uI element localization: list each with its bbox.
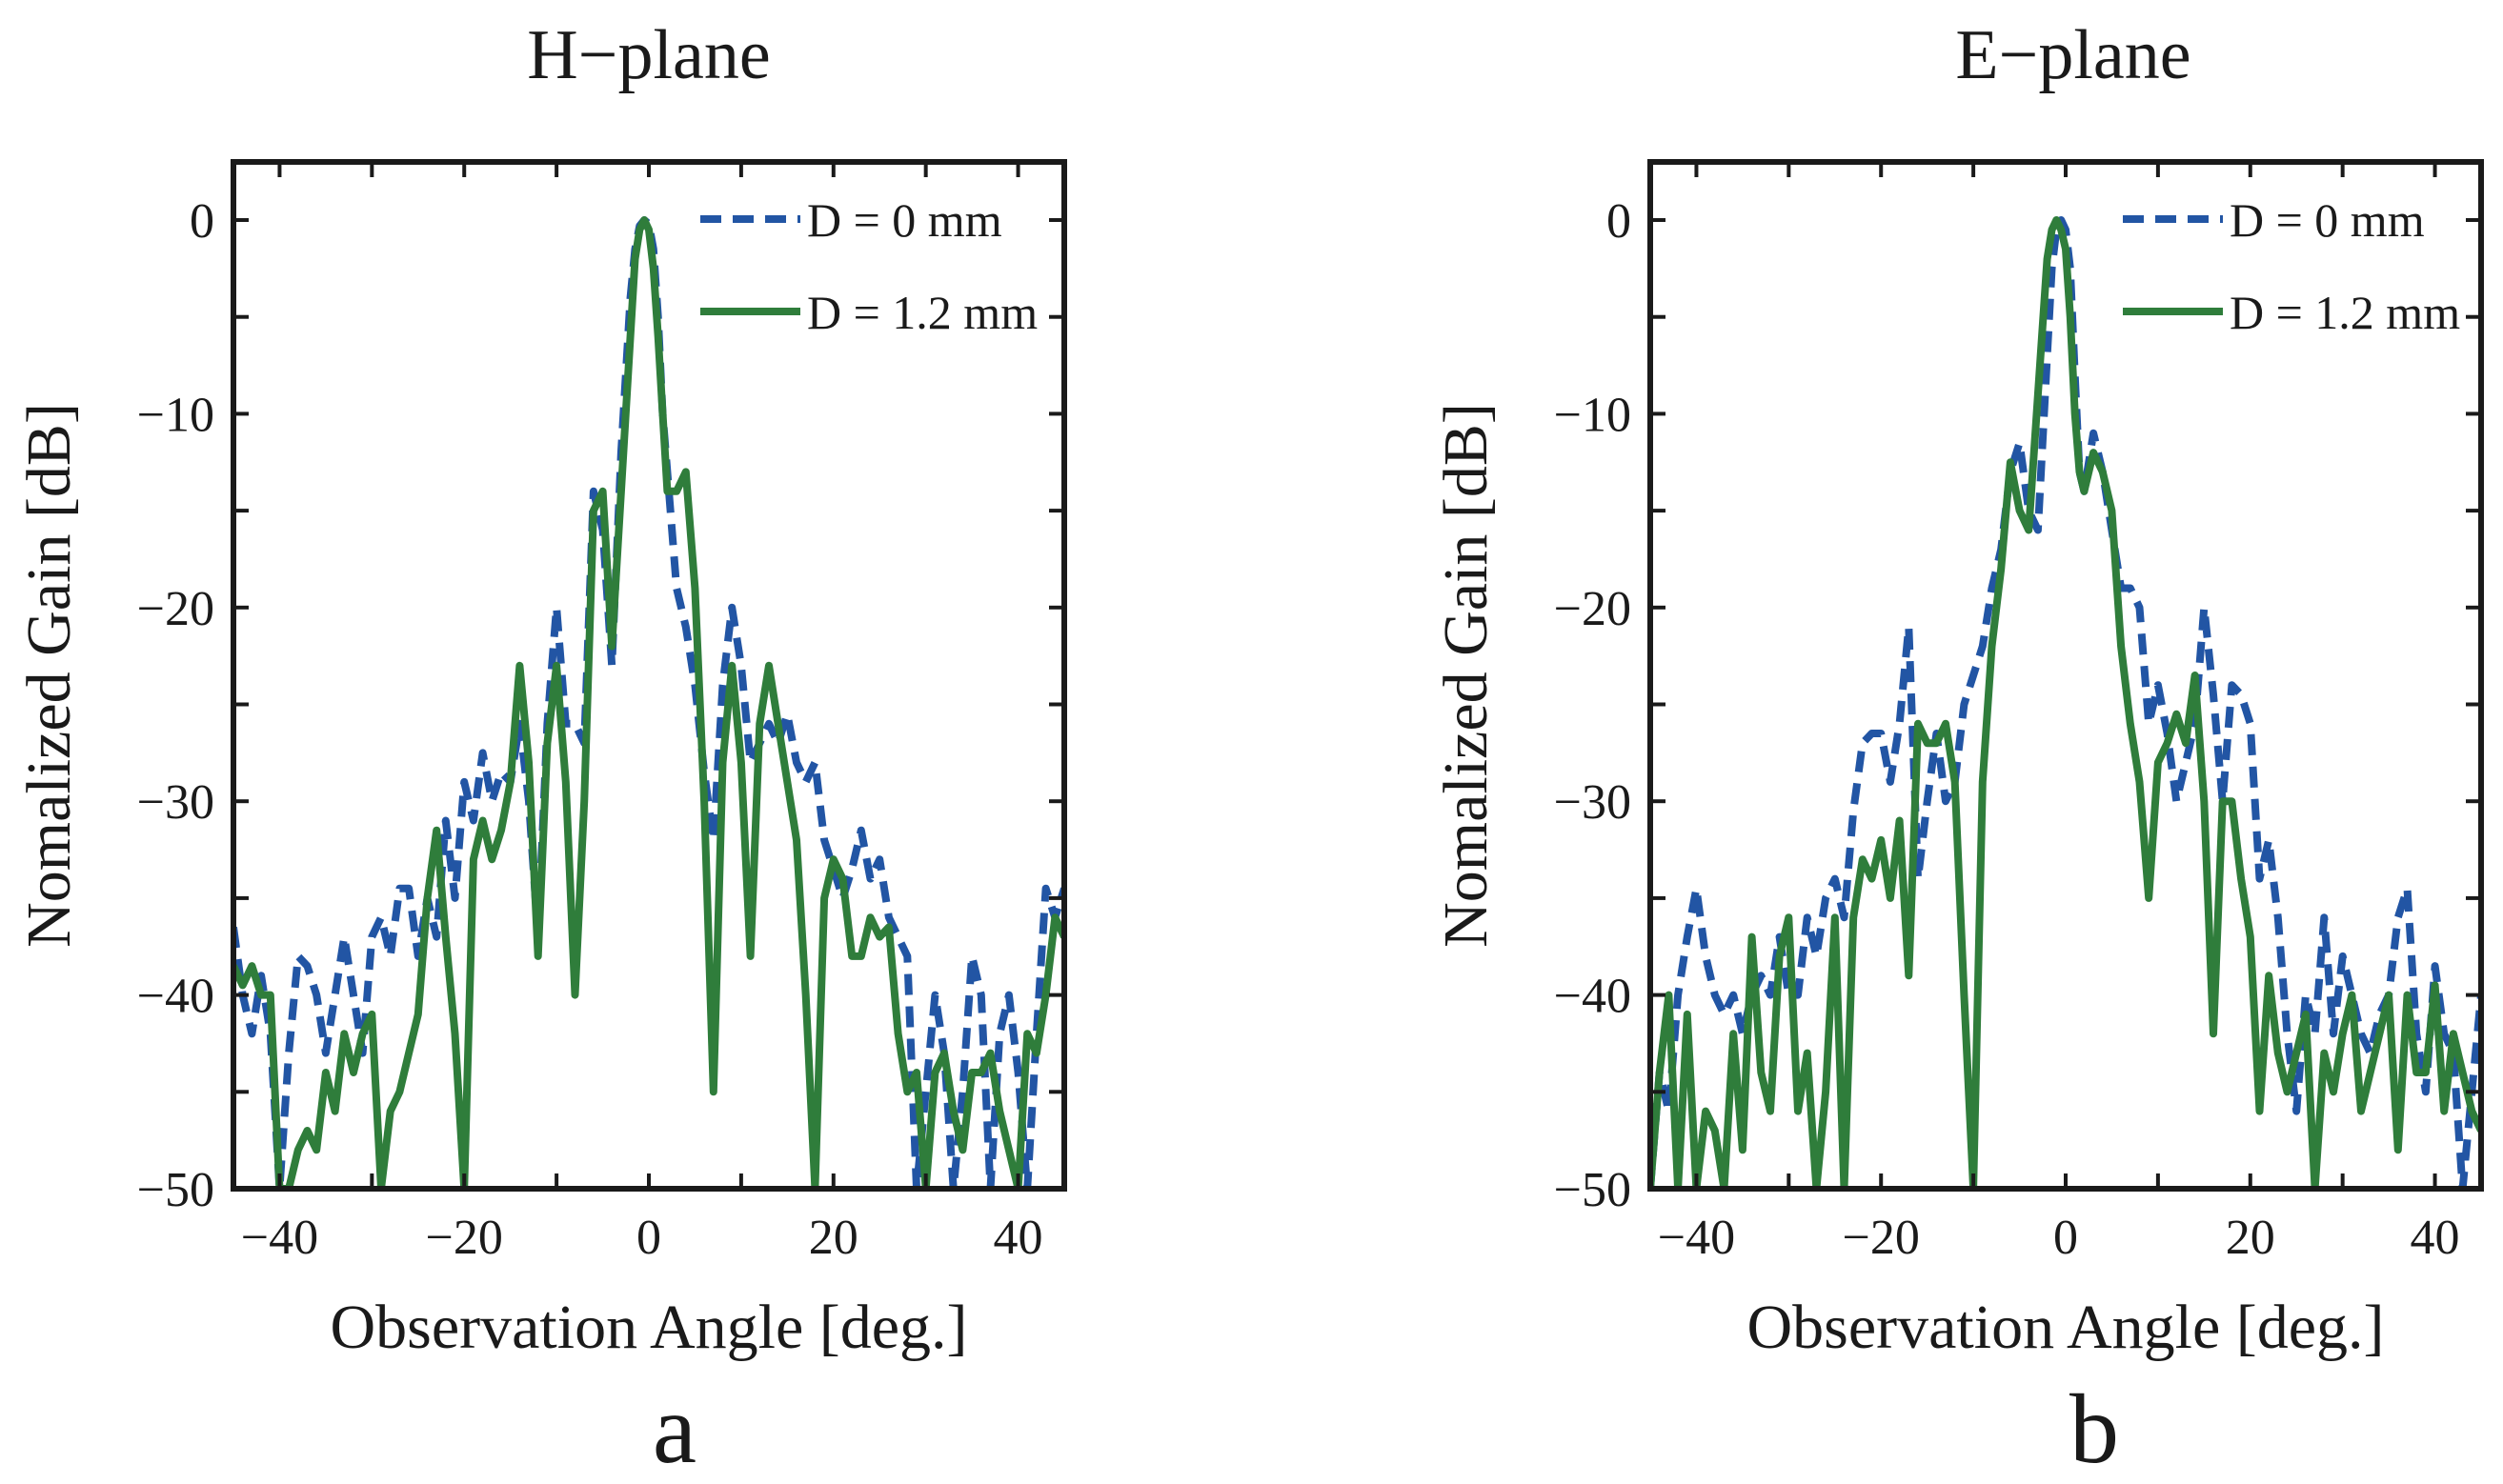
chart-panel-a: H−plane 0 −10 −20 −30 −40 −50 −40 −20 0 20 40 D = 0 … bbox=[14, 16, 1067, 1484]
y-tick-label: −30 bbox=[1554, 775, 1631, 830]
series-line-d1-2mm bbox=[1650, 216, 2481, 1189]
plot-frame bbox=[1647, 159, 2484, 1192]
x-tick-label: −20 bbox=[426, 1211, 503, 1265]
x-axis-label: Observation Angle [deg.] bbox=[1747, 1293, 2385, 1362]
x-tick-label: −40 bbox=[1658, 1211, 1735, 1265]
series-group bbox=[233, 216, 1064, 1189]
chart-title: H−plane bbox=[527, 16, 770, 94]
series-group bbox=[1650, 216, 2481, 1189]
series-line-d1-2mm bbox=[233, 216, 1064, 1189]
y-tick-label: −20 bbox=[137, 582, 214, 636]
y-axis-label: Nomalized Gain [dB] bbox=[14, 403, 84, 948]
x-tick-label: 20 bbox=[2226, 1211, 2275, 1265]
y-tick-label: −10 bbox=[137, 388, 214, 442]
y-tick-label: −50 bbox=[137, 1163, 214, 1217]
x-tick-label: 40 bbox=[994, 1211, 1043, 1265]
chart-panel-b: E−plane 0 −10 −20 −30 −40 −50 −40 −20 0 20 40 D = 0 … bbox=[1431, 16, 2484, 1484]
x-tick-label: 40 bbox=[2411, 1211, 2460, 1265]
legend-label: D = 0 mm bbox=[2230, 193, 2425, 247]
legend-label: D = 1.2 mm bbox=[807, 286, 1038, 339]
y-tick-label: −40 bbox=[137, 970, 214, 1024]
x-tick-label: 0 bbox=[2053, 1211, 2078, 1265]
y-tick-label: −10 bbox=[1554, 388, 1631, 442]
y-tick-label: 0 bbox=[190, 194, 214, 249]
y-tick-label: −20 bbox=[1554, 582, 1631, 636]
legend-label: D = 0 mm bbox=[807, 193, 1002, 247]
x-tick-label: −40 bbox=[241, 1211, 318, 1265]
legend-label: D = 1.2 mm bbox=[2230, 286, 2460, 339]
y-tick-label: −50 bbox=[1554, 1163, 1631, 1217]
y-axis-label: Nomalized Gain [dB] bbox=[1431, 403, 1501, 948]
chart-title: E−plane bbox=[1955, 16, 2190, 94]
panel-letter: a bbox=[653, 1374, 696, 1484]
x-tick-label: 20 bbox=[809, 1211, 858, 1265]
x-tick-label: −20 bbox=[1843, 1211, 1920, 1265]
y-tick-label: 0 bbox=[1606, 194, 1631, 249]
y-tick-label: −40 bbox=[1554, 970, 1631, 1024]
x-axis-label: Observation Angle [deg.] bbox=[331, 1293, 968, 1362]
panel-letter: b bbox=[2069, 1374, 2119, 1484]
x-tick-label: 0 bbox=[636, 1211, 661, 1265]
y-tick-label: −30 bbox=[137, 775, 214, 830]
plot-frame bbox=[231, 159, 1067, 1192]
